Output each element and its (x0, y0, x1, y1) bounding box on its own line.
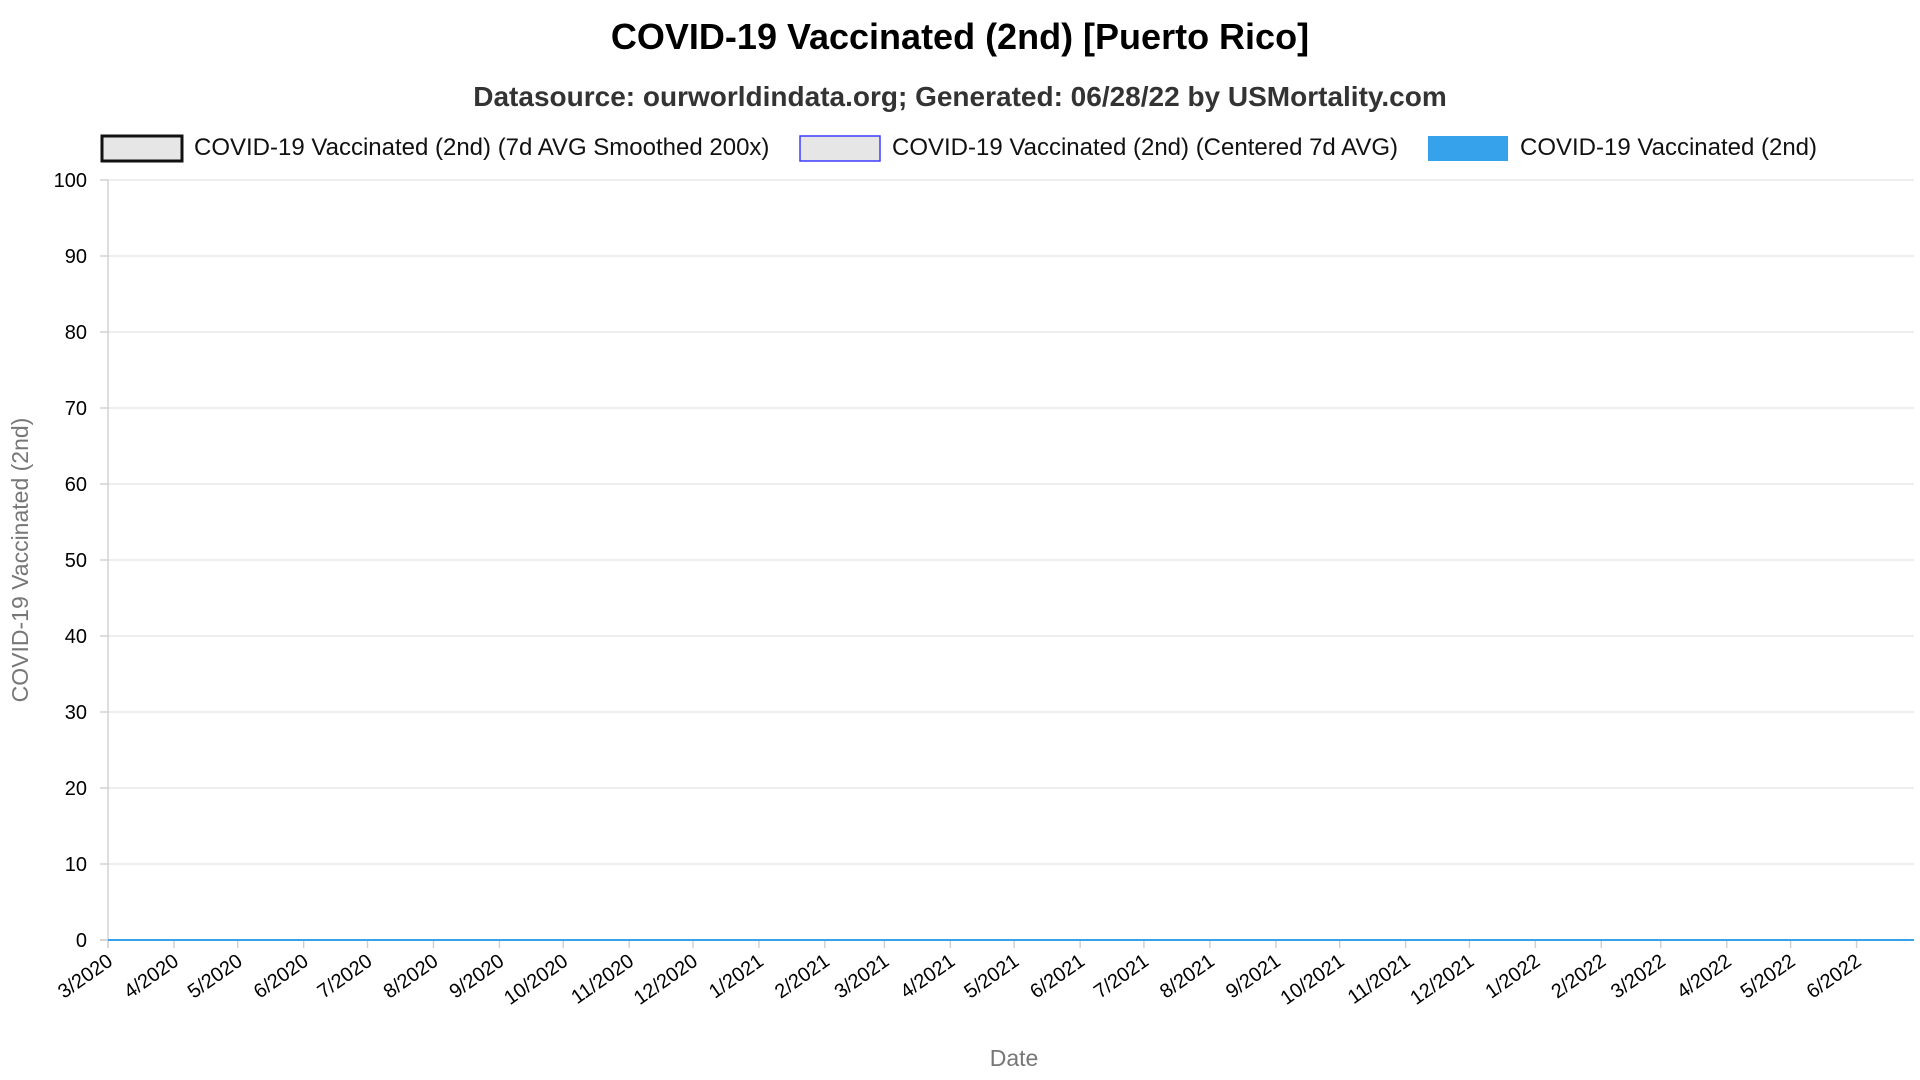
x-tick-label: 11/2021 (1344, 950, 1415, 1009)
y-axis-ticks: 0 10 20 30 40 50 60 70 80 90 100 (54, 170, 108, 952)
x-tick-label: 12/2020 (630, 950, 702, 1009)
x-tick-label: 3/2020 (54, 950, 117, 1003)
x-tick-label: 2/2021 (771, 950, 834, 1003)
legend-label-smoothed: COVID-19 Vaccinated (2nd) (7d AVG Smooth… (194, 134, 769, 161)
y-tick-label: 100 (54, 170, 87, 192)
y-tick-label: 10 (65, 854, 87, 876)
x-tick-label: 1/2021 (705, 950, 768, 1003)
y-tick-label: 60 (65, 474, 87, 496)
x-tick-label: 1/2022 (1481, 950, 1544, 1003)
legend: COVID-19 Vaccinated (2nd) (7d AVG Smooth… (100, 134, 1817, 163)
chart-title: COVID-19 Vaccinated (2nd) [Puerto Rico] (611, 16, 1309, 57)
x-tick-label: 5/2022 (1737, 950, 1800, 1003)
y-tick-label: 40 (65, 626, 87, 648)
y-tick-label: 0 (76, 930, 87, 952)
x-tick-label: 5/2021 (960, 950, 1023, 1003)
y-tick-label: 50 (65, 550, 87, 572)
x-tick-label: 5/2020 (184, 950, 247, 1003)
x-axis-title: Date (990, 1045, 1039, 1071)
legend-label-vaccinated: COVID-19 Vaccinated (2nd) (1520, 134, 1817, 161)
x-tick-label: 6/2022 (1803, 950, 1866, 1003)
x-tick-label: 10/2021 (1277, 950, 1349, 1009)
x-tick-label: 11/2020 (567, 950, 638, 1009)
x-tick-label: 8/2021 (1156, 950, 1219, 1003)
x-tick-label: 7/2020 (314, 950, 377, 1003)
x-tick-label: 6/2020 (250, 950, 313, 1003)
legend-swatch-smoothed (100, 134, 184, 163)
x-tick-label: 7/2021 (1090, 950, 1153, 1003)
x-tick-label: 6/2021 (1026, 950, 1089, 1003)
x-axis-ticks: 3/2020 4/2020 5/2020 6/2020 7/2020 8/2020 9/20… (54, 940, 1865, 1010)
y-tick-label: 80 (65, 322, 87, 344)
x-tick-label: 10/2020 (500, 950, 572, 1009)
x-tick-label: 4/2022 (1673, 950, 1736, 1003)
legend-item-centered-avg[interactable]: COVID-19 Vaccinated (2nd) (Centered 7d A… (799, 134, 1398, 162)
legend-swatch-centered-avg (799, 135, 881, 162)
y-tick-label: 90 (65, 246, 87, 268)
legend-item-vaccinated[interactable]: COVID-19 Vaccinated (2nd) (1428, 134, 1817, 161)
y-tick-label: 30 (65, 702, 87, 724)
chart-subtitle: Datasource: ourworldindata.org; Generate… (473, 81, 1447, 112)
y-axis-title: COVID-19 Vaccinated (2nd) (7, 418, 33, 703)
y-tick-label: 70 (65, 398, 87, 420)
x-tick-label: 12/2021 (1406, 950, 1478, 1009)
x-tick-label: 3/2022 (1607, 950, 1670, 1003)
x-tick-label: 4/2020 (120, 950, 183, 1003)
x-tick-label: 4/2021 (897, 950, 960, 1003)
x-tick-label: 9/2021 (1222, 950, 1285, 1003)
y-tick-label: 20 (65, 778, 87, 800)
legend-item-smoothed[interactable]: COVID-19 Vaccinated (2nd) (7d AVG Smooth… (100, 134, 769, 163)
gridlines (108, 179, 1914, 941)
x-tick-label: 9/2020 (446, 950, 509, 1003)
x-tick-label: 3/2021 (831, 950, 894, 1003)
legend-swatch-vaccinated (1428, 136, 1508, 161)
legend-label-centered-avg: COVID-19 Vaccinated (2nd) (Centered 7d A… (892, 134, 1398, 161)
x-tick-label: 2/2022 (1547, 950, 1610, 1003)
x-tick-label: 8/2020 (380, 950, 443, 1003)
